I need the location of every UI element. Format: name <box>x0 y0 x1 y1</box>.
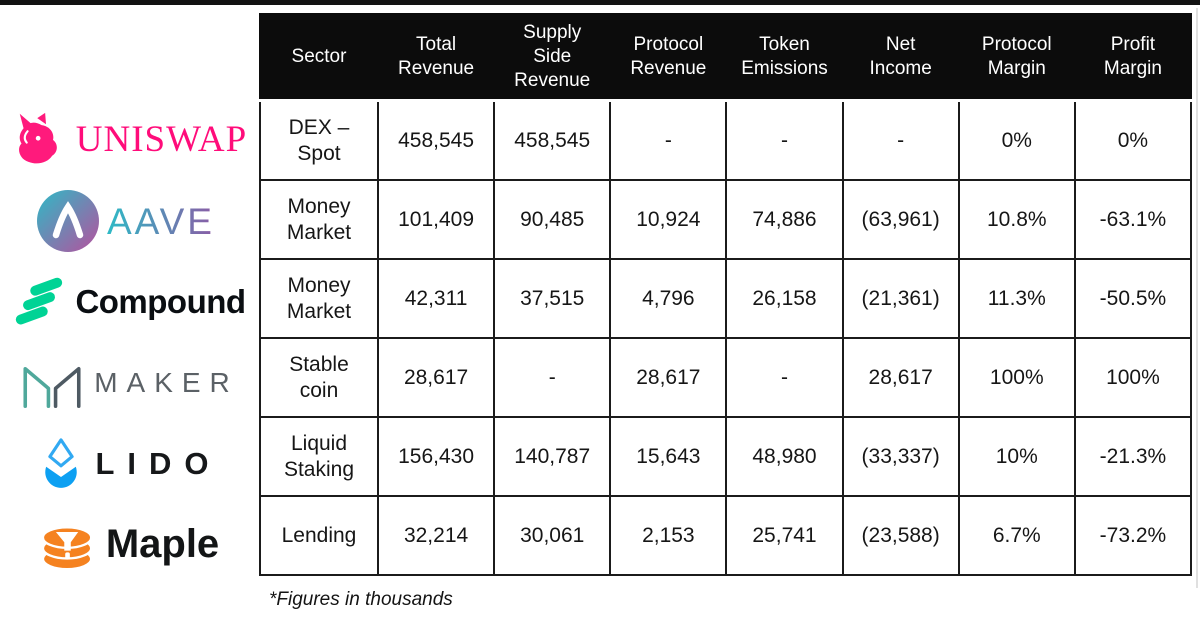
cell-total-revenue: 32,214 <box>376 495 496 576</box>
cell-total-revenue: 28,617 <box>376 337 496 418</box>
cell-total-revenue: 42,311 <box>376 258 496 339</box>
cell-net-income: (21,361) <box>841 258 960 339</box>
cell-sector: Money Market <box>259 258 379 339</box>
cell-token-emissions: 74,886 <box>725 179 844 260</box>
top-divider <box>0 0 1200 5</box>
cell-supply-side-revenue: - <box>493 337 612 418</box>
cell-sector: Money Market <box>259 179 379 260</box>
header-token-emissions: Token Emissions <box>725 13 844 102</box>
cell-protocol-revenue: 28,617 <box>609 337 728 418</box>
logo-maple: Maple <box>0 504 258 585</box>
aave-circle-icon <box>37 189 99 252</box>
header-profit-margin: Profit Margin <box>1073 13 1193 102</box>
cell-sector: Lending <box>259 495 379 576</box>
aave-a-mark <box>52 200 84 238</box>
protocol-logo-column: UNISWAP AAVE Compound <box>0 99 258 585</box>
cell-token-emissions: 25,741 <box>725 495 844 576</box>
header-protocol-revenue: Protocol Revenue <box>609 13 728 102</box>
logo-lido: LIDO <box>0 423 258 504</box>
table-row-aave: Money Market 101,409 90,485 10,924 74,88… <box>259 179 1193 260</box>
cell-profit-margin: -63.1% <box>1073 179 1193 260</box>
header-total-revenue: Total Revenue <box>376 13 496 102</box>
footnote: *Figures in thousands <box>269 589 453 610</box>
cell-net-income: - <box>841 99 960 181</box>
table-row-uniswap: DEX – Spot 458,545 458,545 - - - 0% 0% <box>259 99 1193 181</box>
header-supply-side-revenue: Supply Side Revenue <box>493 13 612 102</box>
table-row-maple: Lending 32,214 30,061 2,153 25,741 (23,5… <box>259 495 1193 576</box>
uniswap-unicorn-icon <box>18 112 57 163</box>
cell-protocol-margin: 0% <box>957 99 1076 181</box>
logo-aave: AAVE <box>0 180 258 261</box>
cell-token-emissions: 26,158 <box>725 258 844 339</box>
table-row-maker: Stable coin 28,617 - 28,617 - 28,617 100… <box>259 337 1193 418</box>
protocol-financials-table: Sector Total Revenue Supply Side Revenue… <box>259 13 1193 576</box>
aave-logo: AAVE <box>37 189 215 252</box>
table-row-compound: Money Market 42,311 37,515 4,796 26,158 … <box>259 258 1193 339</box>
logo-maker: MAKER <box>0 342 258 423</box>
header-net-income: Net Income <box>841 13 960 102</box>
cell-profit-margin: -73.2% <box>1073 495 1193 576</box>
cell-profit-margin: -21.3% <box>1073 416 1193 497</box>
cell-total-revenue: 458,545 <box>376 99 496 181</box>
cell-net-income: (23,588) <box>841 495 960 576</box>
cell-protocol-revenue: 4,796 <box>609 258 728 339</box>
cell-supply-side-revenue: 90,485 <box>493 179 612 260</box>
cell-profit-margin: -50.5% <box>1073 258 1193 339</box>
cell-token-emissions: 48,980 <box>725 416 844 497</box>
cell-total-revenue: 156,430 <box>376 416 496 497</box>
cell-protocol-revenue: 10,924 <box>609 179 728 260</box>
lido-droplet-icon <box>45 437 78 488</box>
cell-token-emissions: - <box>725 337 844 418</box>
compound-wordmark: Compound <box>75 282 246 320</box>
aave-wordmark: AAVE <box>107 201 215 242</box>
lido-wordmark: LIDO <box>95 445 222 481</box>
right-edge-divider <box>1196 8 1198 588</box>
cell-sector: DEX – Spot <box>259 99 379 181</box>
compound-layers-icon <box>16 277 63 324</box>
cell-net-income: (63,961) <box>841 179 960 260</box>
logo-compound: Compound <box>0 261 258 342</box>
cell-supply-side-revenue: 37,515 <box>493 258 612 339</box>
cell-total-revenue: 101,409 <box>376 179 496 260</box>
maple-coins-icon <box>41 525 93 570</box>
cell-profit-margin: 100% <box>1073 337 1193 418</box>
maker-wordmark: MAKER <box>94 366 239 398</box>
header-protocol-margin: Protocol Margin <box>957 13 1076 102</box>
logo-uniswap: UNISWAP <box>0 99 258 180</box>
table-row-lido: Liquid Staking 156,430 140,787 15,643 48… <box>259 416 1193 497</box>
uniswap-wordmark: UNISWAP <box>75 119 248 160</box>
cell-protocol-margin: 6.7% <box>957 495 1076 576</box>
cell-net-income: 28,617 <box>841 337 960 418</box>
cell-token-emissions: - <box>725 99 844 181</box>
cell-sector: Liquid Staking <box>259 416 379 497</box>
header-row: Sector Total Revenue Supply Side Revenue… <box>259 13 1193 102</box>
cell-protocol-margin: 10.8% <box>957 179 1076 260</box>
cell-sector: Stable coin <box>259 337 379 418</box>
cell-net-income: (33,337) <box>841 416 960 497</box>
header-sector: Sector <box>259 13 379 102</box>
cell-supply-side-revenue: 458,545 <box>493 99 612 181</box>
maple-wordmark: Maple <box>105 522 220 566</box>
cell-protocol-margin: 100% <box>957 337 1076 418</box>
maker-m-icon <box>23 366 81 408</box>
cell-protocol-revenue: 15,643 <box>609 416 728 497</box>
cell-protocol-margin: 10% <box>957 416 1076 497</box>
cell-supply-side-revenue: 30,061 <box>493 495 612 576</box>
cell-protocol-revenue: 2,153 <box>609 495 728 576</box>
cell-protocol-revenue: - <box>609 99 728 181</box>
cell-profit-margin: 0% <box>1073 99 1193 181</box>
cell-supply-side-revenue: 140,787 <box>493 416 612 497</box>
cell-protocol-margin: 11.3% <box>957 258 1076 339</box>
